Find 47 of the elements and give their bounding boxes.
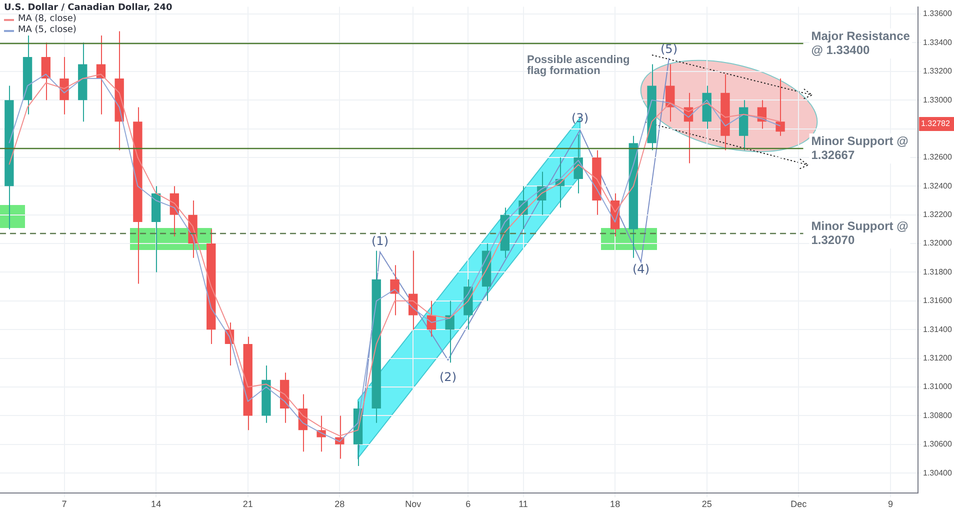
annotation: (3): [572, 111, 588, 126]
ref-line-label: Minor Support @ 1.32070: [811, 218, 908, 247]
y-tick-label: 1.32400: [923, 181, 952, 190]
y-tick-label: 1.33400: [923, 38, 952, 47]
candlestick: [445, 300, 454, 364]
x-tick-label: 28: [334, 499, 345, 510]
ref-line-label: Minor Support @ 1.32667: [811, 134, 908, 162]
x-tick-label: 14: [151, 499, 162, 510]
candlestick: [96, 34, 106, 115]
legend-label: MA (5, close): [18, 25, 76, 36]
chart-title: U.S. Dollar / Canadian Dollar, 240: [4, 3, 172, 14]
annotation: (1): [372, 234, 388, 248]
ref-line-label: Major Resistance @ 1.33400: [811, 28, 910, 57]
y-tick-label: 1.32200: [923, 210, 952, 220]
x-tick-label: Nov: [405, 499, 422, 510]
y-tick-label: 1.30600: [923, 440, 952, 449]
x-tick-label: 18: [610, 499, 620, 510]
y-tick-label: 1.31200: [923, 354, 952, 363]
x-tick-label: 7: [62, 499, 67, 510]
annotation: (4): [632, 262, 650, 276]
x-tick-label: 25: [702, 499, 712, 510]
y-tick-label: 1.31800: [923, 267, 952, 276]
x-tick-label: 21: [242, 499, 253, 510]
x-tick-label: Dec: [790, 499, 808, 510]
candlestick: [776, 78, 785, 136]
y-tick-label: 1.31400: [923, 324, 952, 334]
candlestick: [335, 415, 344, 460]
candlestick: [60, 56, 69, 115]
y-tick-label: 1.30400: [923, 468, 952, 478]
y-tick-label: 1.32600: [923, 152, 952, 162]
annotation: (2): [440, 370, 456, 384]
annotation: (5): [660, 42, 678, 56]
y-tick-label: 1.31000: [923, 382, 952, 392]
y-tick-label: 1.33600: [923, 9, 952, 18]
y-tick-label: 1.32000: [923, 238, 952, 248]
x-tick-label: 11: [518, 499, 528, 510]
candlestick: [390, 264, 400, 316]
x-tick-label: 6: [466, 499, 471, 510]
x-tick-label: 9: [888, 499, 893, 510]
y-tick-label: 1.33000: [923, 95, 952, 104]
candlestick: [41, 42, 50, 101]
y-tick-label: 1.30800: [923, 410, 952, 420]
legend-label: MA (8, close): [18, 14, 76, 25]
y-tick-label: 1.31600: [923, 296, 952, 306]
y-tick-label: 1.33200: [923, 66, 952, 76]
annotation: Possible ascending flag formation: [527, 54, 630, 78]
text: 1.32782: [921, 119, 950, 128]
